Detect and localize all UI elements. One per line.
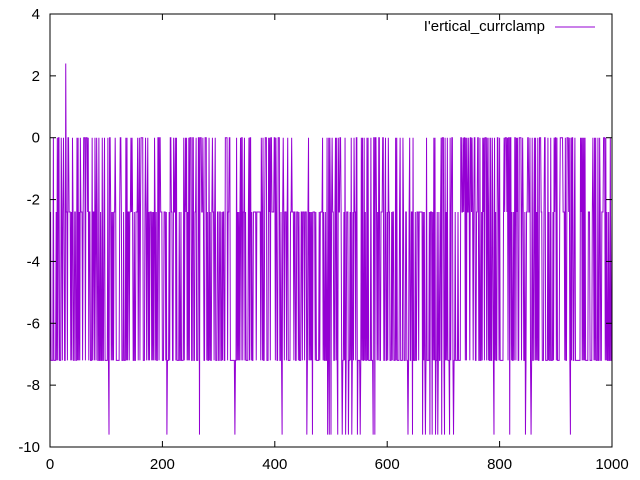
y-tick-label: -8 (27, 377, 40, 394)
legend-label: I'ertical_currclamp (424, 18, 545, 35)
y-tick-label: 0 (32, 130, 40, 147)
plot-frame (49, 13, 613, 448)
y-tick-label: -4 (27, 253, 40, 270)
x-tick-label: 1000 (595, 456, 628, 473)
y-tick-label: -2 (27, 192, 40, 209)
y-tick-label: -10 (18, 439, 40, 456)
x-tick-label: 200 (150, 456, 175, 473)
series-line (49, 63, 613, 435)
axis-ticks: 0 200 400 600 800 1000 4 2 0 -2 -4 -6 -8 -10 (18, 6, 628, 473)
x-tick-label: 800 (487, 456, 512, 473)
y-tick-label: 2 (32, 68, 40, 85)
series-layer (49, 63, 613, 435)
legend: I'ertical_currclamp (424, 18, 595, 35)
x-tick-label: 400 (262, 456, 287, 473)
y-tick-label: -6 (27, 315, 40, 332)
x-tick-label: 600 (375, 456, 400, 473)
y-tick-label: 4 (32, 6, 40, 23)
x-tick-label: 0 (46, 456, 54, 473)
